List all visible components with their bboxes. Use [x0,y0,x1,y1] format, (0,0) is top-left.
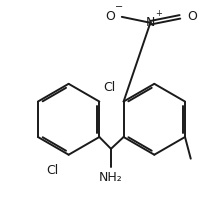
Text: Cl: Cl [47,164,59,177]
Text: O: O [187,10,197,23]
Text: O: O [105,10,115,23]
Text: −: − [115,2,123,12]
Text: Cl: Cl [103,81,115,94]
Text: +: + [155,9,162,18]
Text: N: N [146,16,155,29]
Text: NH₂: NH₂ [99,171,123,184]
